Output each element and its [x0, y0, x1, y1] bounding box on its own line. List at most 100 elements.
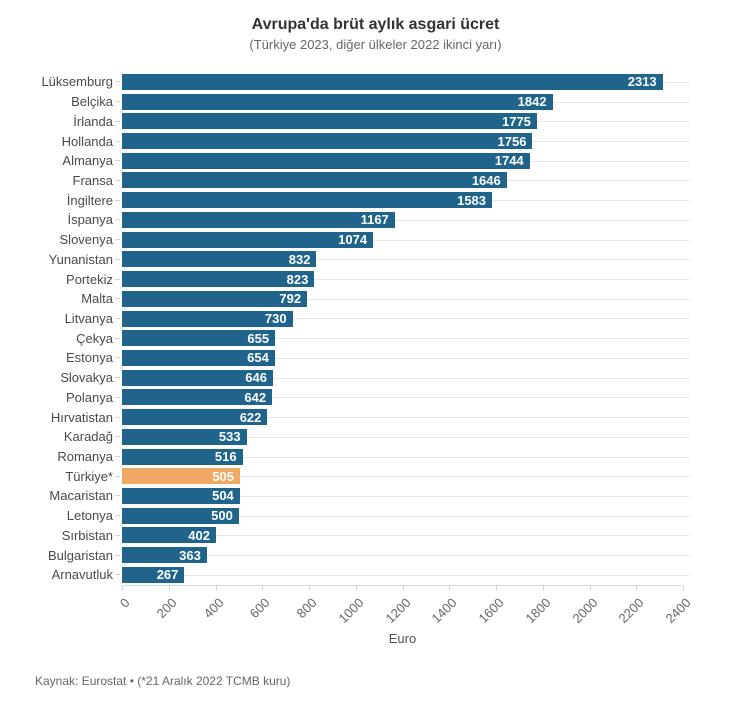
bar[interactable]: 533 [122, 428, 247, 445]
category-gridline [122, 397, 690, 399]
value-label: 832 [288, 251, 311, 267]
bar-row: Malta 792 [0, 289, 751, 309]
bar-track: 646 [122, 368, 690, 388]
value-label: 267 [156, 567, 179, 583]
bar[interactable]: 1167 [122, 211, 395, 228]
bar[interactable]: 1756 [122, 133, 533, 150]
bar-track: 1646 [122, 171, 690, 191]
bar-track: 792 [122, 289, 690, 309]
x-tick-label: 1600 [475, 595, 507, 627]
category-label: Almanya [62, 153, 113, 169]
bar[interactable]: 402 [122, 527, 216, 544]
x-tick-label: 2000 [569, 595, 601, 627]
category-gridline [122, 476, 690, 478]
x-tick-label: 1800 [522, 595, 554, 627]
bar-track: 1775 [122, 111, 690, 131]
bar[interactable]: 1775 [122, 113, 537, 130]
value-label: 533 [218, 429, 241, 445]
y-axis-tick [115, 81, 120, 83]
y-axis-tick [115, 456, 120, 458]
bar-row: Slovenya 1074 [0, 230, 751, 250]
bar-rows: Lüksemburg 2313 Belçika 1842 İrlanda 1775 Holl… [0, 72, 751, 585]
bar[interactable]: 516 [122, 448, 243, 465]
category-gridline [122, 239, 690, 241]
bar-track: 533 [122, 427, 690, 447]
y-axis-tick [115, 436, 120, 438]
category-gridline [122, 259, 690, 261]
bar[interactable]: 730 [122, 310, 293, 327]
bar-track: 1583 [122, 190, 690, 210]
bar-row: Portekiz 823 [0, 269, 751, 289]
category-gridline [122, 279, 690, 281]
y-axis-tick [115, 160, 120, 162]
source-caption: Kaynak: Eurostat • (*21 Aralık 2022 TCMB… [35, 674, 291, 688]
value-label: 1167 [360, 212, 389, 228]
y-axis-tick [115, 357, 120, 359]
bar[interactable]: 1583 [122, 192, 493, 209]
x-axis: 0 200 400 600 800 1000 1200 1400 1600 1800 2000 220… [117, 585, 694, 626]
bar-track: 654 [122, 348, 690, 368]
bar[interactable]: 622 [122, 409, 268, 426]
bar[interactable]: 646 [122, 369, 273, 386]
category-label: Portekiz [66, 271, 113, 287]
category-gridline [122, 417, 690, 419]
y-axis-tick [115, 239, 120, 241]
y-axis-tick [115, 199, 120, 201]
x-tick-mark [589, 586, 591, 591]
bar-track: 1842 [122, 92, 690, 112]
bar[interactable]: 1842 [122, 93, 553, 110]
value-label: 1842 [517, 94, 547, 110]
value-label: 505 [212, 468, 235, 484]
bar-row: Almanya 1744 [0, 151, 751, 171]
bar[interactable]: 832 [122, 251, 317, 268]
y-axis-tick [115, 495, 120, 497]
category-gridline [122, 357, 690, 359]
bar[interactable]: 654 [122, 349, 275, 366]
bar[interactable]: 1744 [122, 152, 530, 169]
category-label: Malta [81, 291, 113, 307]
bar-track: 1744 [122, 151, 690, 171]
bar[interactable]: 1074 [122, 231, 374, 248]
x-tick-label: 200 [153, 595, 180, 621]
bar-track: 1167 [122, 210, 690, 230]
bar-highlighted[interactable]: 505 [122, 468, 241, 485]
x-tick-mark [542, 586, 544, 591]
bar[interactable]: 823 [122, 271, 315, 288]
category-label: Lüksemburg [41, 74, 113, 90]
value-label: 1646 [471, 172, 501, 188]
category-gridline [122, 318, 690, 320]
category-gridline [122, 298, 690, 300]
bar-row: Lüksemburg 2313 [0, 72, 751, 92]
category-label: Türkiye* [65, 468, 113, 484]
bar-row: İrlanda 1775 [0, 111, 751, 131]
y-axis-tick [115, 278, 120, 280]
bar-row: Fransa 1646 [0, 171, 751, 191]
bar-track: 504 [122, 486, 690, 506]
bar[interactable]: 500 [122, 507, 239, 524]
bar-row: Macaristan 504 [0, 486, 751, 506]
x-tick-mark [449, 586, 451, 591]
bar[interactable]: 267 [122, 566, 185, 583]
x-tick-mark [215, 586, 217, 591]
bar[interactable]: 504 [122, 487, 240, 504]
bar-track: 267 [122, 565, 690, 585]
x-tick-label: 600 [246, 595, 273, 621]
value-label: 1775 [501, 113, 531, 129]
y-axis-tick [115, 377, 120, 379]
bar-track: 642 [122, 388, 690, 408]
bar[interactable]: 792 [122, 290, 308, 307]
value-label: 1583 [457, 192, 487, 208]
bar-track: 363 [122, 545, 690, 565]
x-tick-mark [262, 586, 264, 591]
category-gridline [122, 574, 690, 576]
bar[interactable]: 1646 [122, 172, 507, 189]
bar[interactable]: 2313 [122, 73, 663, 90]
bar[interactable]: 655 [122, 330, 276, 347]
bar-row: Türkiye* 505 [0, 466, 751, 486]
category-gridline [122, 377, 690, 379]
bar-row: Yunanistan 832 [0, 249, 751, 269]
bar-track: 500 [122, 506, 690, 526]
bar[interactable]: 363 [122, 547, 207, 564]
category-gridline [122, 555, 690, 557]
bar[interactable]: 642 [122, 389, 273, 406]
